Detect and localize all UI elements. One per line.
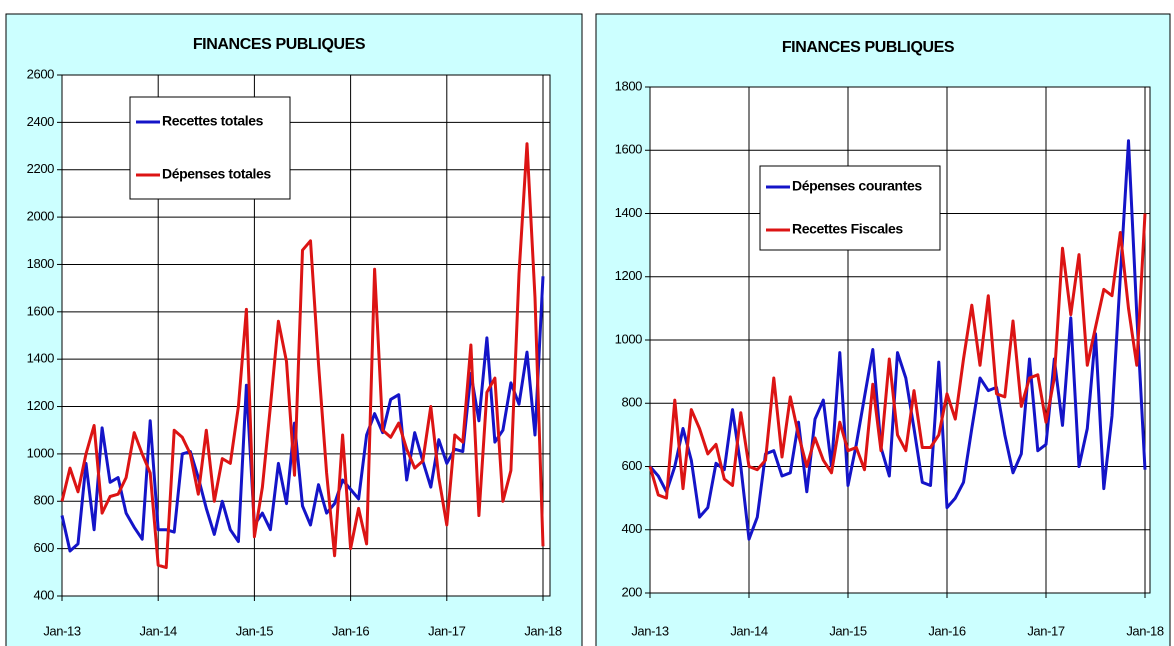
y-tick-label: 1000 xyxy=(615,331,642,346)
y-tick-label: 1000 xyxy=(27,445,54,460)
x-tick-label: Jan-14 xyxy=(140,623,178,638)
legend-box xyxy=(759,165,941,251)
x-tick-label: Jan-17 xyxy=(1027,623,1065,638)
series-line xyxy=(60,276,545,553)
y-tick-label: 2400 xyxy=(27,114,54,129)
x-tick-label: Jan-15 xyxy=(829,623,867,638)
y-tick-label: 1600 xyxy=(27,303,54,318)
legend-label: Recettes Fiscales xyxy=(792,221,903,237)
x-tick-label: Jan-18 xyxy=(1126,623,1164,638)
legend-box xyxy=(129,96,291,200)
y-tick-label: 2600 xyxy=(27,66,54,81)
x-tick-label: Jan-17 xyxy=(428,623,466,638)
y-tick-label: 1800 xyxy=(615,78,642,93)
x-tick-label: Jan-16 xyxy=(928,623,966,638)
y-tick-label: 1400 xyxy=(27,351,54,366)
x-tick-label: Jan-14 xyxy=(730,623,768,638)
series-line xyxy=(648,139,1147,541)
y-tick-label: 200 xyxy=(622,584,643,599)
y-tick-label: 2000 xyxy=(27,209,54,224)
y-tick-label: 1800 xyxy=(27,256,54,271)
y-tick-label: 400 xyxy=(622,521,643,536)
y-tick-label: 1200 xyxy=(27,398,54,413)
y-tick-label: 2200 xyxy=(27,161,54,176)
x-tick-label: Jan-15 xyxy=(236,623,274,638)
legend-label: Dépenses totales xyxy=(162,166,271,182)
x-tick-label: Jan-13 xyxy=(43,623,81,638)
chart-title: FINANCES PUBLIQUES xyxy=(193,36,366,53)
legend-label: Dépenses courantes xyxy=(792,178,922,194)
series-line xyxy=(60,142,545,570)
x-tick-label: Jan-18 xyxy=(524,623,562,638)
y-tick-label: 600 xyxy=(34,540,55,555)
y-tick-label: 800 xyxy=(34,493,55,508)
series-line xyxy=(648,213,1147,500)
chart-title: FINANCES PUBLIQUES xyxy=(782,39,955,56)
y-tick-label: 600 xyxy=(622,458,643,473)
legend-label: Recettes totales xyxy=(162,113,264,129)
y-tick-label: 1600 xyxy=(615,142,642,157)
x-tick-label: Jan-13 xyxy=(631,623,669,638)
y-tick-label: 800 xyxy=(622,395,643,410)
y-tick-label: 1200 xyxy=(615,268,642,283)
x-tick-label: Jan-16 xyxy=(332,623,370,638)
y-tick-label: 400 xyxy=(34,587,55,602)
y-tick-label: 1400 xyxy=(615,205,642,220)
